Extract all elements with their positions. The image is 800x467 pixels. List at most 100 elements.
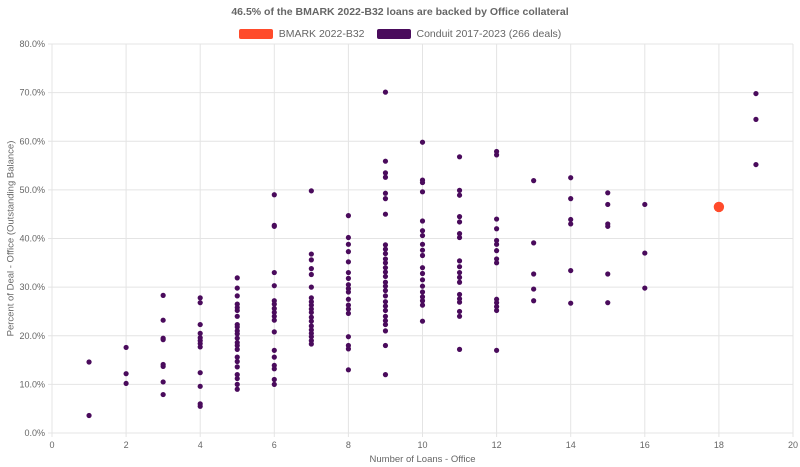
data-point-conduit[interactable]: [753, 90, 759, 97]
data-point-conduit[interactable]: [382, 256, 389, 262]
data-point-conduit[interactable]: [382, 299, 389, 305]
data-point-conduit[interactable]: [568, 196, 574, 202]
data-point-conduit[interactable]: [271, 192, 277, 198]
data-point-conduit[interactable]: [382, 246, 389, 252]
data-point-conduit[interactable]: [494, 248, 500, 254]
data-point-conduit[interactable]: [531, 178, 537, 184]
data-point-conduit[interactable]: [494, 216, 500, 222]
data-point-conduit[interactable]: [160, 337, 166, 343]
data-point-conduit[interactable]: [382, 273, 389, 280]
data-point-conduit[interactable]: [419, 294, 426, 300]
data-point-conduit[interactable]: [197, 300, 203, 306]
data-point-conduit[interactable]: [345, 310, 351, 316]
data-point-conduit[interactable]: [382, 287, 389, 294]
data-point-conduit[interactable]: [271, 301, 277, 307]
data-point-conduit[interactable]: [382, 293, 389, 299]
data-point-conduit[interactable]: [382, 307, 389, 314]
data-point-conduit[interactable]: [382, 372, 389, 378]
data-point-conduit[interactable]: [456, 264, 463, 270]
data-point-conduit[interactable]: [345, 269, 351, 276]
data-point-conduit[interactable]: [419, 298, 426, 304]
data-point-conduit[interactable]: [382, 328, 389, 334]
data-point-conduit[interactable]: [419, 189, 426, 195]
data-point-conduit[interactable]: [419, 241, 426, 247]
data-point-conduit[interactable]: [234, 375, 240, 382]
data-point-conduit[interactable]: [456, 192, 463, 198]
data-point-conduit[interactable]: [123, 344, 129, 351]
data-point-conduit[interactable]: [419, 289, 426, 295]
data-point-conduit[interactable]: [271, 313, 277, 319]
data-point-conduit[interactable]: [234, 342, 240, 349]
data-point-conduit[interactable]: [568, 267, 574, 274]
data-point-conduit[interactable]: [419, 232, 426, 239]
data-point-conduit[interactable]: [86, 359, 92, 365]
data-point-conduit[interactable]: [456, 308, 463, 315]
data-point-conduit[interactable]: [456, 291, 463, 298]
data-point-conduit[interactable]: [234, 381, 240, 387]
data-point-conduit[interactable]: [419, 139, 426, 145]
data-point-conduit[interactable]: [345, 259, 351, 265]
data-point-conduit[interactable]: [382, 242, 389, 248]
data-point-conduit[interactable]: [308, 295, 314, 301]
data-point-conduit[interactable]: [271, 329, 277, 335]
data-point-conduit[interactable]: [234, 346, 240, 352]
data-point-conduit[interactable]: [123, 380, 129, 387]
data-point-conduit[interactable]: [494, 256, 500, 262]
data-point-conduit[interactable]: [234, 358, 240, 365]
data-point-conduit[interactable]: [197, 403, 203, 409]
data-point-conduit[interactable]: [568, 300, 574, 306]
data-point-conduit[interactable]: [345, 296, 351, 302]
data-point-conduit[interactable]: [271, 223, 277, 229]
data-point-conduit[interactable]: [568, 221, 574, 227]
data-point-conduit[interactable]: [382, 265, 389, 271]
data-point-conduit[interactable]: [382, 89, 389, 95]
data-point-conduit[interactable]: [456, 258, 463, 264]
data-point-conduit[interactable]: [605, 223, 611, 229]
data-point-conduit[interactable]: [234, 335, 240, 341]
data-point-conduit[interactable]: [382, 190, 389, 196]
data-point-conduit[interactable]: [160, 379, 166, 385]
data-point-conduit[interactable]: [419, 218, 426, 224]
data-point-conduit[interactable]: [308, 302, 314, 308]
data-point-conduit[interactable]: [382, 196, 389, 202]
data-point-conduit[interactable]: [382, 174, 389, 180]
data-point-conduit[interactable]: [271, 376, 277, 383]
data-point-conduit[interactable]: [197, 295, 203, 301]
data-point-bmark[interactable]: [713, 201, 725, 213]
data-point-conduit[interactable]: [308, 341, 314, 347]
data-point-conduit[interactable]: [531, 286, 537, 292]
data-point-conduit[interactable]: [345, 275, 351, 281]
data-point-conduit[interactable]: [271, 354, 277, 360]
data-point-conduit[interactable]: [642, 201, 648, 208]
data-point-conduit[interactable]: [345, 249, 351, 255]
data-point-conduit[interactable]: [271, 381, 277, 387]
data-point-conduit[interactable]: [456, 274, 463, 280]
data-point-conduit[interactable]: [271, 317, 277, 323]
data-point-conduit[interactable]: [456, 234, 463, 241]
data-point-conduit[interactable]: [419, 277, 426, 283]
data-point-conduit[interactable]: [419, 283, 426, 289]
data-point-conduit[interactable]: [753, 116, 759, 122]
data-point-conduit[interactable]: [605, 300, 611, 306]
data-point-conduit[interactable]: [234, 372, 240, 378]
data-point-conduit[interactable]: [234, 331, 240, 337]
data-point-conduit[interactable]: [271, 305, 277, 312]
data-point-conduit[interactable]: [568, 216, 574, 223]
data-point-conduit[interactable]: [308, 257, 314, 263]
data-point-conduit[interactable]: [197, 330, 203, 336]
data-point-conduit[interactable]: [494, 237, 500, 244]
data-point-conduit[interactable]: [308, 309, 314, 316]
data-point-conduit[interactable]: [382, 269, 389, 275]
data-point-conduit[interactable]: [271, 347, 277, 353]
data-point-conduit[interactable]: [605, 271, 611, 277]
data-point-conduit[interactable]: [271, 366, 277, 372]
data-point-conduit[interactable]: [494, 307, 500, 314]
data-point-conduit[interactable]: [345, 213, 351, 219]
data-point-conduit[interactable]: [345, 234, 351, 241]
data-point-conduit[interactable]: [419, 247, 426, 253]
data-point-conduit[interactable]: [234, 354, 240, 360]
data-point-conduit[interactable]: [382, 279, 389, 285]
data-point-conduit[interactable]: [382, 313, 389, 319]
data-point-conduit[interactable]: [308, 284, 314, 290]
data-point-conduit[interactable]: [308, 266, 314, 272]
